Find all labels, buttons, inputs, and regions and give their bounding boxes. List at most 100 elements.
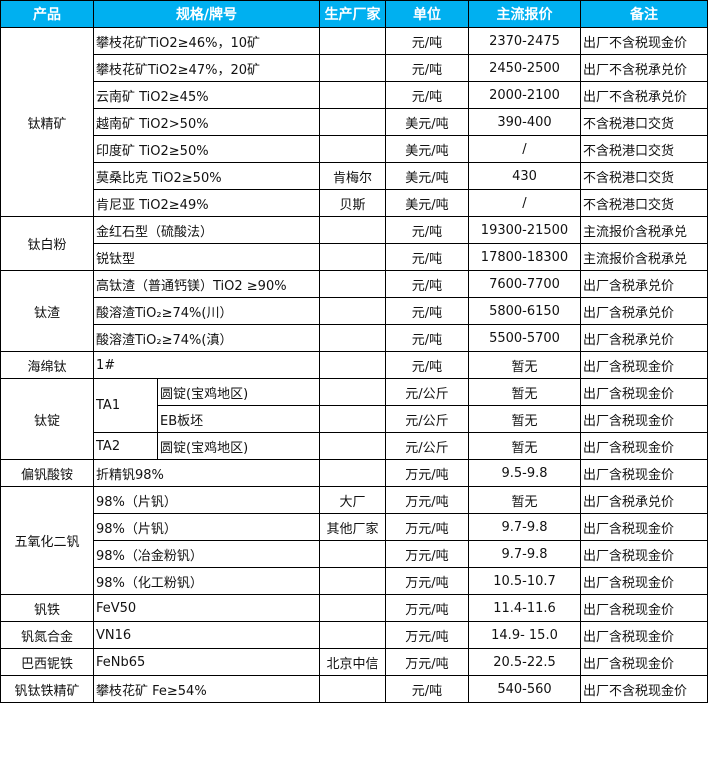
unit-cell: 元/吨	[385, 351, 469, 379]
price-cell: 9.5-9.8	[468, 459, 581, 487]
unit-cell: 元/公斤	[385, 405, 469, 433]
maker-cell	[319, 54, 386, 82]
spec-cell: 莫桑比克 TiO2≥50%	[93, 162, 320, 190]
spec-cell: VN16	[93, 621, 320, 649]
table-row: 攀枝花矿TiO2≥47%，20矿 元/吨 2450-2500 出厂不含税承兑价	[1, 54, 708, 82]
price-cell: 540-560	[468, 675, 581, 703]
grade-cell: TA1	[93, 378, 158, 433]
note-cell: 出厂含税现金价	[580, 594, 708, 622]
header-maker: 生产厂家	[319, 0, 386, 28]
table-body: 钛精矿 攀枝花矿TiO2≥46%，10矿 元/吨 2370-2475 出厂不含税现金价攀…	[0, 27, 708, 703]
spec-cell: 肯尼亚 TiO2≥49%	[93, 189, 320, 217]
table-row: 98%（片钒） 其他厂家 万元/吨 9.7-9.8 出厂含税现金价	[1, 513, 708, 541]
spec-cell: 1#	[93, 351, 320, 379]
header-product: 产品	[0, 0, 94, 28]
unit-cell: 元/吨	[385, 216, 469, 244]
maker-cell	[319, 216, 386, 244]
spec-cell: 酸溶渣TiO₂≥74%(川）	[93, 297, 320, 325]
note-cell: 出厂含税现金价	[580, 621, 708, 649]
spec-cell: 云南矿 TiO2≥45%	[93, 81, 320, 109]
price-cell: 5500-5700	[468, 324, 581, 352]
unit-cell: 元/吨	[385, 27, 469, 55]
note-cell: 出厂含税现金价	[580, 351, 708, 379]
spec-cell: 攀枝花矿 Fe≥54%	[93, 675, 320, 703]
maker-cell	[319, 270, 386, 298]
maker-cell	[319, 540, 386, 568]
note-cell: 出厂不含税现金价	[580, 675, 708, 703]
maker-cell	[319, 297, 386, 325]
note-cell: 主流报价含税承兑	[580, 243, 708, 271]
table-row: 钒氮合金 VN16 万元/吨 14.9- 15.0 出厂含税现金价	[0, 621, 708, 649]
spec-cell: FeNb65	[93, 648, 320, 676]
maker-cell	[319, 405, 386, 433]
header-unit: 单位	[385, 0, 469, 28]
note-cell: 出厂含税现金价	[580, 432, 708, 460]
unit-cell: 元/吨	[385, 243, 469, 271]
unit-cell: 美元/吨	[385, 135, 469, 163]
table-row: 酸溶渣TiO₂≥74%(滇） 元/吨 5500-5700 出厂含税承兑价	[1, 324, 708, 352]
maker-cell	[319, 432, 386, 460]
maker-cell	[319, 135, 386, 163]
maker-cell	[319, 459, 386, 487]
maker-cell: 大厂	[319, 486, 386, 514]
table-row: 酸溶渣TiO₂≥74%(川） 元/吨 5800-6150 出厂含税承兑价	[1, 297, 708, 325]
maker-cell	[319, 594, 386, 622]
note-cell: 出厂含税承兑价	[580, 486, 708, 514]
table-row: 肯尼亚 TiO2≥49% 贝斯 美元/吨 / 不含税港口交货	[1, 189, 708, 217]
product-cell: 五氧化二钒	[0, 486, 94, 595]
unit-cell: 美元/吨	[385, 162, 469, 190]
note-cell: 出厂含税承兑价	[580, 297, 708, 325]
spec-cell: 攀枝花矿TiO2≥47%，20矿	[93, 54, 320, 82]
note-cell: 出厂含税现金价	[580, 459, 708, 487]
unit-cell: 元/吨	[385, 297, 469, 325]
product-cell: 钒钛铁精矿	[0, 675, 94, 703]
product-cell: 钛精矿	[0, 27, 94, 217]
note-cell: 出厂不含税承兑价	[580, 81, 708, 109]
note-cell: 出厂含税现金价	[580, 540, 708, 568]
price-table: 产品 规格/牌号 生产厂家 单位 主流报价 备注 钛精矿 攀枝花矿TiO2≥46%…	[0, 0, 708, 703]
product-cell: 钛渣	[0, 270, 94, 352]
table-row: 钛白粉 金红石型（硫酸法） 元/吨 19300-21500 主流报价含税承兑	[0, 216, 708, 271]
price-cell: /	[468, 135, 581, 163]
maker-cell: 北京中信	[319, 648, 386, 676]
price-cell: 2370-2475	[468, 27, 581, 55]
header-price: 主流报价	[468, 0, 581, 28]
table-row: 钒铁 FeV50 万元/吨 11.4-11.6 出厂含税现金价	[0, 594, 708, 622]
price-cell: 11.4-11.6	[468, 594, 581, 622]
spec-cell: 98%（冶金粉钒）	[93, 540, 320, 568]
spec-cell: 锐钛型	[93, 243, 320, 271]
note-cell: 出厂含税现金价	[580, 567, 708, 595]
maker-cell	[319, 621, 386, 649]
note-cell: 出厂含税现金价	[580, 648, 708, 676]
price-cell: 10.5-10.7	[468, 567, 581, 595]
maker-cell	[319, 567, 386, 595]
price-cell: 7600-7700	[468, 270, 581, 298]
spec-cell: 金红石型（硫酸法）	[93, 216, 320, 244]
spec-cell: 圆锭(宝鸡地区)	[157, 432, 320, 460]
note-cell: 不含税港口交货	[580, 135, 708, 163]
price-cell: 19300-21500	[468, 216, 581, 244]
unit-cell: 元/吨	[385, 675, 469, 703]
note-cell: 出厂含税现金价	[580, 513, 708, 541]
header-spec: 规格/牌号	[93, 0, 320, 28]
table-row: 98%（化工粉钒） 万元/吨 10.5-10.7 出厂含税现金价	[1, 567, 708, 595]
unit-cell: 万元/吨	[385, 513, 469, 541]
unit-cell: 元/吨	[385, 324, 469, 352]
spec-cell: FeV50	[93, 594, 320, 622]
price-cell: 9.7-9.8	[468, 540, 581, 568]
table-row: 偏钒酸铵 折精钒98% 万元/吨 9.5-9.8 出厂含税现金价	[0, 459, 708, 487]
product-cell: 钛锭	[0, 378, 94, 460]
table-row: 印度矿 TiO2≥50% 美元/吨 / 不含税港口交货	[1, 135, 708, 163]
price-cell: 2450-2500	[468, 54, 581, 82]
price-cell: 17800-18300	[468, 243, 581, 271]
table-row: 钛精矿 攀枝花矿TiO2≥46%，10矿 元/吨 2370-2475 出厂不含税现金价	[0, 27, 708, 217]
maker-cell	[319, 675, 386, 703]
spec-cell: 折精钒98%	[93, 459, 320, 487]
table-row: 五氧化二钒 98%（片钒） 大厂 万元/吨 暂无 出厂含税承兑价	[0, 486, 708, 595]
spec-cell: 98%（化工粉钒）	[93, 567, 320, 595]
price-cell: 20.5-22.5	[468, 648, 581, 676]
table-row: 越南矿 TiO2>50% 美元/吨 390-400 不含税港口交货	[1, 108, 708, 136]
unit-cell: 美元/吨	[385, 189, 469, 217]
spec-cell: 98%（片钒）	[93, 513, 320, 541]
spec-cell: 高钛渣（普通钙镁）TiO2 ≥90%	[93, 270, 320, 298]
